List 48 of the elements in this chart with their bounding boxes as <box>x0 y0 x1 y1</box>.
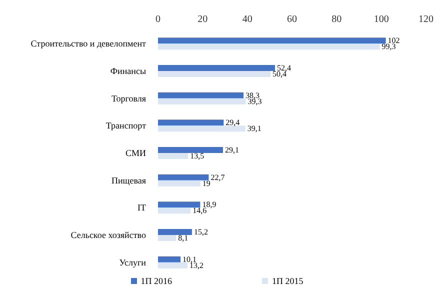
x-tick-label: 40 <box>242 14 252 25</box>
bar <box>158 44 380 50</box>
data-label: 29,1 <box>224 145 239 154</box>
bar <box>158 180 200 186</box>
bar <box>158 234 176 241</box>
bar <box>158 146 223 153</box>
x-tick-label: 120 <box>418 14 434 25</box>
bar <box>158 208 191 214</box>
x-tick-label: 0 <box>156 14 160 25</box>
data-label: 8,1 <box>178 233 188 242</box>
bar <box>158 120 224 126</box>
data-label: 22,7 <box>210 172 225 182</box>
x-tick-label: 20 <box>198 14 208 25</box>
x-tick-label: 80 <box>332 14 342 25</box>
bar <box>158 98 246 104</box>
data-label: 99,3 <box>382 42 396 52</box>
bar <box>158 70 271 77</box>
bar <box>158 152 188 159</box>
legend-label: 1П 2015 <box>272 276 304 286</box>
bar <box>158 256 181 262</box>
y-tick-label: Пищевая <box>111 175 146 186</box>
data-label: 15,2 <box>194 227 208 236</box>
bar <box>158 126 246 132</box>
y-tick-label: Транспорт <box>106 120 146 131</box>
bar <box>158 38 386 44</box>
data-label: 19 <box>202 178 210 188</box>
bar <box>158 174 209 180</box>
bar <box>158 92 244 98</box>
data-label: 29,4 <box>226 118 240 128</box>
data-label: 13,5 <box>190 151 204 160</box>
y-tick-label: Торговля <box>111 93 146 104</box>
bar <box>158 202 200 208</box>
data-label: 39,1 <box>247 124 262 134</box>
legend-label: 1П 2016 <box>140 276 172 286</box>
x-tick-label: 60 <box>287 14 297 25</box>
x-tick-label: 100 <box>374 14 389 25</box>
y-tick-label: Строительство и девелопмент <box>30 38 146 49</box>
y-tick-label: СМИ <box>125 148 146 158</box>
y-tick-label: Финансы <box>110 66 146 76</box>
y-tick-label: Сельское хозяйство <box>70 230 146 240</box>
data-label: 10,1 <box>182 254 197 264</box>
bar <box>158 228 192 235</box>
bar <box>158 262 188 268</box>
data-label: 38,3 <box>246 90 260 100</box>
y-tick-label: Услуги <box>119 257 146 268</box>
bar <box>158 64 276 71</box>
y-tick-label: IT <box>138 202 146 213</box>
data-label: 52,4 <box>277 63 292 72</box>
